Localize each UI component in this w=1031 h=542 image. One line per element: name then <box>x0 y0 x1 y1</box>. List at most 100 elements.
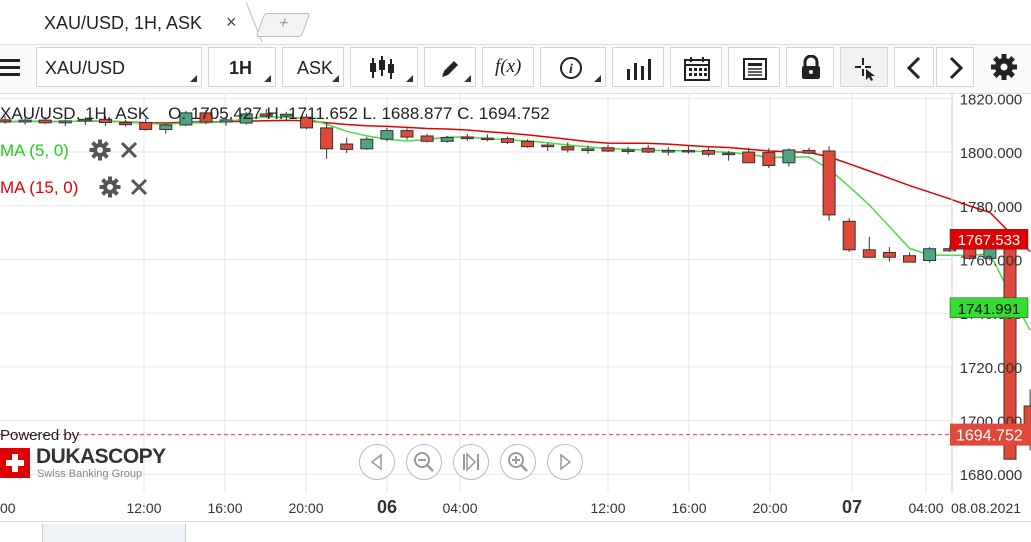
triangle-right-icon <box>560 453 572 471</box>
candle[interactable] <box>119 119 133 127</box>
candle[interactable] <box>541 142 555 151</box>
candle[interactable] <box>822 146 836 221</box>
candle[interactable] <box>18 117 32 125</box>
scroll-right-button[interactable] <box>936 47 974 87</box>
candle[interactable] <box>641 145 655 154</box>
candle[interactable] <box>923 247 937 263</box>
gear-icon[interactable] <box>89 139 111 161</box>
instrument-select[interactable]: XAU/USD <box>36 47 202 87</box>
y-tick-label: 1820.000 <box>960 93 1023 108</box>
indicators-button[interactable]: f(x) <box>482 47 534 87</box>
candle[interactable] <box>903 252 916 263</box>
candle[interactable] <box>621 146 635 155</box>
brand-name: DUKASCOPY <box>36 445 166 468</box>
x-tick-label: 12:00 <box>590 500 625 516</box>
candle[interactable] <box>862 236 876 258</box>
scroll-left-button[interactable] <box>894 47 934 87</box>
candle[interactable] <box>842 218 856 252</box>
price-badge-label: 1767.533 <box>958 232 1021 249</box>
swiss-cross-icon <box>0 448 30 478</box>
candle[interactable] <box>440 135 454 143</box>
candle[interactable] <box>581 145 595 154</box>
candle[interactable] <box>139 118 153 131</box>
candle[interactable] <box>78 117 92 125</box>
price-badges: 1694.752 1767.533 1741.991 <box>949 228 1031 446</box>
candle[interactable] <box>199 110 213 125</box>
candle[interactable] <box>501 136 514 145</box>
candle[interactable] <box>521 139 535 148</box>
chart-area[interactable]: 1820.0001800.0001780.0001760.0001740.000… <box>0 91 1031 493</box>
add-tab-button[interactable]: + <box>255 13 311 37</box>
jump-to-latest-button[interactable] <box>453 444 489 480</box>
close-icon[interactable]: × <box>226 12 237 32</box>
candle[interactable] <box>480 134 494 142</box>
candle[interactable] <box>99 116 112 126</box>
menu-icon[interactable] <box>0 57 22 79</box>
info-icon: i <box>560 57 582 79</box>
x-tick-label: 04:00 <box>908 500 943 516</box>
candle[interactable] <box>561 142 575 153</box>
price-chart[interactable]: 1820.0001800.0001780.0001760.0001740.000… <box>0 91 1031 493</box>
draw-button[interactable] <box>424 47 476 87</box>
candle[interactable] <box>279 111 293 121</box>
candle[interactable] <box>601 144 615 153</box>
candle[interactable] <box>882 247 896 262</box>
close-icon[interactable] <box>120 141 138 159</box>
close-icon[interactable] <box>130 178 148 196</box>
scroll-forward-button[interactable] <box>547 444 583 480</box>
zoom-out-icon <box>414 452 434 472</box>
chart-tab[interactable]: XAU/USD, 1H, ASK × <box>0 0 252 44</box>
lock-icon <box>802 55 820 79</box>
crosshair-button[interactable] <box>840 47 888 87</box>
x-tick-label: 08.08.2021 <box>951 500 1021 516</box>
zoom-out-button[interactable] <box>406 444 442 480</box>
dukascopy-logo: Powered by DUKASCOPY Swiss Banking Group <box>0 427 170 483</box>
candle[interactable] <box>380 127 394 142</box>
candle[interactable] <box>722 150 736 161</box>
candle[interactable] <box>681 146 695 154</box>
candle[interactable] <box>219 117 233 126</box>
candle[interactable] <box>58 119 72 127</box>
navigator-window[interactable] <box>42 524 186 542</box>
navigator-strip[interactable] <box>0 521 1031 542</box>
lock-button[interactable] <box>786 47 834 87</box>
candle[interactable] <box>702 147 715 157</box>
candle[interactable] <box>460 133 474 141</box>
candle[interactable] <box>661 147 675 156</box>
candle[interactable] <box>259 109 273 118</box>
ma-15-line <box>4 119 1031 253</box>
calendar-button[interactable] <box>670 47 722 87</box>
gear-icon[interactable] <box>99 176 121 198</box>
pencil-icon <box>442 61 458 77</box>
candle[interactable] <box>360 137 374 150</box>
ma15-legend: MA (15, 0) <box>0 178 78 197</box>
candle[interactable] <box>38 117 52 125</box>
candle[interactable] <box>340 137 354 154</box>
candle[interactable] <box>320 122 334 159</box>
x-tick-label: 07 <box>842 497 862 517</box>
info-button[interactable]: i <box>540 47 606 87</box>
scroll-back-button[interactable] <box>359 444 395 480</box>
candle[interactable] <box>0 115 12 124</box>
candle[interactable] <box>239 111 253 125</box>
period-select[interactable]: 1H <box>208 47 276 87</box>
candle[interactable] <box>742 147 756 164</box>
news-button[interactable] <box>728 47 780 87</box>
candle[interactable] <box>420 133 434 143</box>
candle[interactable] <box>762 148 776 169</box>
side-select[interactable]: ASK <box>282 47 344 87</box>
y-tick-label: 1780.000 <box>960 199 1023 216</box>
gear-icon[interactable] <box>990 53 1018 81</box>
candle[interactable] <box>300 113 313 130</box>
ma-15-path <box>4 119 1031 253</box>
zoom-in-button[interactable] <box>500 444 536 480</box>
candle[interactable] <box>400 128 414 140</box>
volume-button[interactable] <box>612 47 664 87</box>
x-tick-label: 20:00 <box>288 500 323 516</box>
candle[interactable] <box>802 147 816 155</box>
candle[interactable] <box>179 110 193 127</box>
candle[interactable] <box>782 148 796 167</box>
candle[interactable] <box>159 123 173 134</box>
candle[interactable] <box>943 245 957 252</box>
chart-type-button[interactable] <box>350 47 418 87</box>
